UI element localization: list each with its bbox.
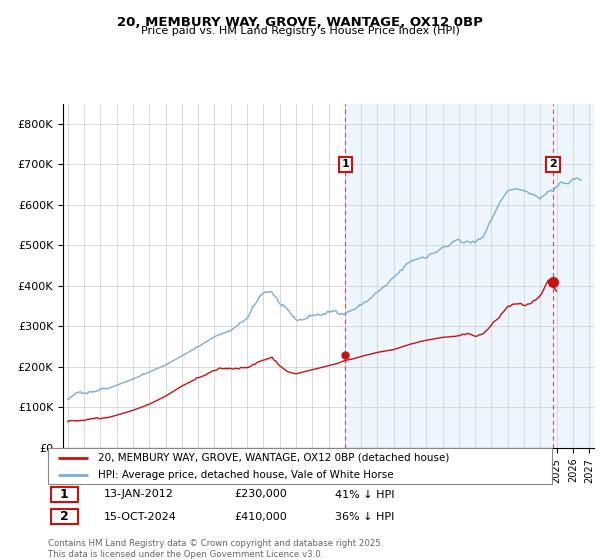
- Bar: [346, 104, 594, 448]
- FancyBboxPatch shape: [50, 509, 78, 524]
- Text: £410,000: £410,000: [235, 512, 287, 522]
- Text: 2: 2: [549, 160, 557, 169]
- Text: 20, MEMBURY WAY, GROVE, WANTAGE, OX12 0BP: 20, MEMBURY WAY, GROVE, WANTAGE, OX12 0B…: [117, 16, 483, 29]
- FancyBboxPatch shape: [48, 448, 552, 484]
- Text: 2: 2: [60, 510, 69, 523]
- Text: 1: 1: [341, 160, 349, 169]
- FancyBboxPatch shape: [50, 487, 78, 502]
- Text: 13-JAN-2012: 13-JAN-2012: [103, 489, 173, 500]
- Text: 1: 1: [60, 488, 69, 501]
- Text: £230,000: £230,000: [235, 489, 287, 500]
- Text: 20, MEMBURY WAY, GROVE, WANTAGE, OX12 0BP (detached house): 20, MEMBURY WAY, GROVE, WANTAGE, OX12 0B…: [98, 453, 450, 463]
- Text: HPI: Average price, detached house, Vale of White Horse: HPI: Average price, detached house, Vale…: [98, 470, 394, 479]
- Text: 15-OCT-2024: 15-OCT-2024: [103, 512, 176, 522]
- Text: 36% ↓ HPI: 36% ↓ HPI: [335, 512, 395, 522]
- Text: 41% ↓ HPI: 41% ↓ HPI: [335, 489, 395, 500]
- Text: Price paid vs. HM Land Registry's House Price Index (HPI): Price paid vs. HM Land Registry's House …: [140, 26, 460, 36]
- Text: Contains HM Land Registry data © Crown copyright and database right 2025.
This d: Contains HM Land Registry data © Crown c…: [48, 539, 383, 559]
